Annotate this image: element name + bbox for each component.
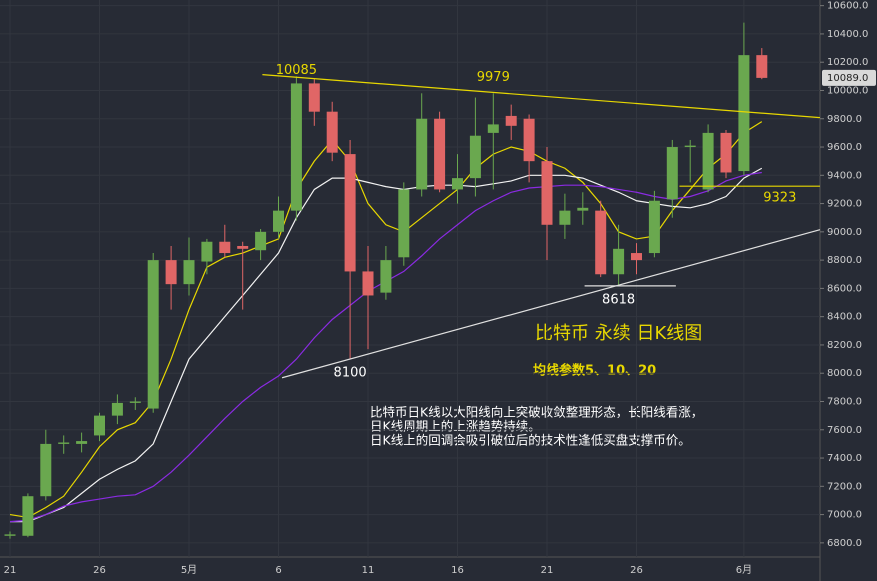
x-tick-label: 26 (93, 565, 106, 576)
y-tick-label: 7600.0 (827, 425, 862, 436)
candle-body (577, 207, 589, 211)
candle-body (344, 154, 356, 272)
candle-body (273, 210, 284, 232)
candle-body (326, 111, 338, 153)
y-tick-label: 9600.0 (827, 142, 862, 153)
x-tick-label: 6月 (736, 564, 752, 576)
candle-body (362, 271, 374, 296)
trendline (262, 74, 821, 119)
candle-body (595, 210, 607, 275)
candle-body (720, 132, 732, 173)
candle-body (738, 55, 750, 172)
y-tick-label: 8200.0 (827, 340, 862, 351)
candle-body (631, 253, 642, 261)
candle-body (559, 210, 571, 225)
y-tick-label: 9800.0 (827, 114, 862, 125)
y-tick-label: 9000.0 (827, 227, 862, 238)
moving-average (10, 167, 763, 523)
candle-body (111, 402, 123, 416)
candle-body (22, 496, 34, 536)
candle-body (76, 441, 88, 444)
y-tick-label: 10200.0 (827, 57, 868, 68)
y-tick-label: 7400.0 (827, 453, 862, 464)
note: 日K线周期上的上涨趋势持续。 (370, 419, 541, 434)
subtitle: 均线参数5、10、20 (533, 363, 656, 379)
x-tick-label: 11 (362, 565, 375, 576)
candle-body (201, 241, 213, 262)
x-tick-label: 26 (630, 565, 643, 576)
y-tick-label: 6800.0 (827, 538, 862, 549)
candle-body (308, 83, 320, 112)
y-tick-label: 7800.0 (827, 396, 862, 407)
candle-body (4, 534, 16, 536)
candle-body (147, 260, 159, 409)
y-tick-label: 8800.0 (827, 255, 862, 266)
price-label: 10089.0 (827, 73, 868, 84)
y-tick-label: 8400.0 (827, 312, 862, 323)
candle-body (94, 415, 105, 436)
candle-body (58, 442, 70, 444)
candle-body (219, 241, 231, 254)
y-tick-label: 10600.0 (827, 1, 868, 12)
trendline (281, 229, 821, 379)
y-tick-label: 7200.0 (827, 481, 862, 492)
candle-body (255, 231, 267, 251)
candle-body (398, 189, 410, 258)
candle-body (434, 118, 446, 190)
y-tick-label: 9200.0 (827, 199, 862, 210)
x-tick-label: 5月 (181, 564, 197, 576)
candle-body (129, 401, 141, 403)
candle-body (165, 260, 177, 285)
candle-body (452, 178, 463, 190)
candle-body (487, 124, 499, 133)
price-label-box (822, 69, 876, 86)
x-tick-label: 16 (451, 565, 464, 576)
moving-average (9, 121, 763, 519)
y-tick-label: 10000.0 (827, 85, 868, 96)
annotation: 8100 (334, 366, 367, 381)
candle-body (40, 443, 52, 497)
candle-body (702, 132, 714, 190)
y-tick-label: 8000.0 (827, 368, 862, 379)
candle-body (505, 115, 517, 126)
x-tick-label: 21 (541, 565, 554, 576)
candle-body (469, 135, 481, 179)
y-tick-label: 9400.0 (827, 170, 862, 181)
candle-body (380, 260, 392, 293)
chart-title: 比特币 永续 日K线图 (535, 323, 702, 344)
candle-body (183, 260, 195, 285)
y-tick-label: 8600.0 (827, 283, 862, 294)
candle-body (684, 145, 696, 148)
candle-body (290, 83, 302, 211)
y-tick-label: 7000.0 (827, 510, 862, 521)
candle-body (648, 200, 660, 254)
candle-body (416, 118, 428, 190)
candle-body (523, 118, 535, 162)
x-tick-label: 6 (275, 565, 281, 576)
annotation: 9979 (477, 70, 510, 85)
candle-body (756, 55, 768, 78)
candle-body (237, 245, 249, 249)
annotation: 10085 (276, 63, 317, 78)
candle-body (613, 248, 625, 275)
note: 比特币日K线以大阳线向上突破收敛整理形态，长阳线看涨， (370, 405, 703, 420)
note: 日K线上的回调会吸引破位后的技术性逢低买盘支撑币价。 (370, 433, 691, 448)
y-tick-label: 10400.0 (827, 29, 868, 40)
annotation: 8618 (602, 292, 635, 307)
x-tick-label: 21 (4, 565, 17, 576)
annotation: 9323 (763, 191, 796, 206)
candle-body (541, 161, 553, 225)
candle-body (666, 147, 678, 200)
